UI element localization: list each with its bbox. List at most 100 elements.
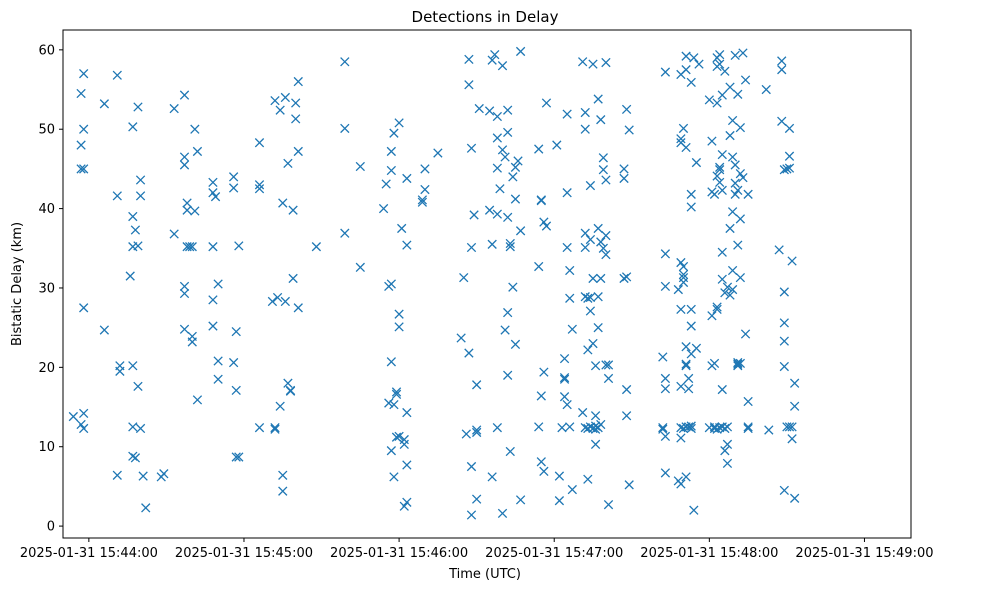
data-point <box>503 307 513 318</box>
data-point <box>686 202 696 212</box>
data-point <box>567 324 577 334</box>
data-point <box>492 209 503 219</box>
y-tick-label: 20 <box>38 361 55 376</box>
data-point <box>660 281 671 292</box>
data-point <box>500 152 510 162</box>
data-point <box>709 358 720 369</box>
data-point <box>461 429 471 439</box>
data-point <box>484 205 495 215</box>
data-point <box>660 373 671 384</box>
data-point <box>691 157 702 168</box>
data-point <box>386 279 397 289</box>
data-point <box>784 163 795 173</box>
data-point <box>717 90 727 100</box>
data-point <box>213 374 223 384</box>
data-point <box>601 57 611 68</box>
data-point <box>433 148 443 158</box>
data-point <box>228 357 239 368</box>
data-point <box>709 189 720 199</box>
data-point <box>389 399 399 410</box>
data-point <box>112 470 122 480</box>
data-point <box>735 272 746 283</box>
data-point <box>185 242 195 252</box>
data-point <box>389 472 399 482</box>
data-point <box>234 452 244 462</box>
data-point <box>727 284 738 295</box>
data-point <box>133 381 143 392</box>
data-point <box>784 151 795 161</box>
data-point <box>676 381 686 392</box>
data-point <box>79 68 89 79</box>
data-point <box>254 180 265 190</box>
data-point <box>779 287 789 297</box>
data-point <box>777 56 787 66</box>
data-point <box>782 164 792 174</box>
data-point <box>394 322 404 332</box>
data-point <box>280 296 291 307</box>
data-point <box>79 164 89 174</box>
data-point <box>128 211 138 222</box>
data-point <box>717 247 727 257</box>
data-point <box>727 115 738 126</box>
data-point <box>740 75 751 85</box>
data-point <box>565 422 575 432</box>
data-point <box>621 272 632 282</box>
data-point <box>293 146 303 157</box>
data-point <box>717 149 727 160</box>
data-point <box>76 88 86 99</box>
data-point <box>340 228 350 238</box>
data-point <box>182 205 192 215</box>
data-point <box>603 373 614 384</box>
data-point <box>99 99 110 109</box>
data-point <box>567 484 577 495</box>
data-point <box>311 242 322 252</box>
data-point <box>391 389 402 399</box>
data-point <box>712 424 722 434</box>
data-point <box>562 242 572 253</box>
data-point <box>593 94 603 104</box>
data-point <box>135 191 146 201</box>
data-point <box>169 229 179 239</box>
data-point <box>743 396 753 407</box>
data-point <box>76 419 86 430</box>
x-tick-label: 2025-01-31 15:49:00 <box>795 546 933 561</box>
data-point <box>598 165 609 175</box>
data-point <box>583 474 593 484</box>
data-point <box>552 140 562 150</box>
data-point <box>777 65 787 75</box>
points-layer <box>68 46 800 520</box>
data-point <box>179 281 190 292</box>
y-tick-label: 60 <box>38 43 55 58</box>
axes-layer: 2025-01-31 15:44:00 2025-01-31 15:45:00 20… <box>20 43 934 561</box>
data-point <box>660 67 671 77</box>
data-point <box>254 138 265 148</box>
data-point <box>169 103 179 114</box>
data-point <box>513 156 523 166</box>
data-point <box>725 82 735 92</box>
data-point <box>601 249 611 260</box>
data-point <box>681 361 691 371</box>
data-point <box>681 142 691 153</box>
data-point <box>658 424 668 434</box>
data-point <box>720 446 730 456</box>
data-point <box>497 145 508 155</box>
data-point <box>717 274 727 284</box>
data-point <box>420 164 430 174</box>
data-point <box>190 206 200 216</box>
data-point <box>725 223 735 234</box>
data-point <box>394 431 404 442</box>
data-point <box>456 333 466 343</box>
data-point <box>495 184 505 194</box>
data-point <box>717 185 727 195</box>
data-point <box>681 51 691 61</box>
data-point <box>621 104 632 115</box>
y-tick-label: 40 <box>38 202 55 217</box>
data-point <box>208 321 218 331</box>
data-point <box>492 163 503 173</box>
data-point <box>278 198 288 208</box>
data-point <box>228 172 239 182</box>
data-point <box>484 106 495 116</box>
data-point <box>505 238 515 249</box>
data-point <box>208 188 218 198</box>
